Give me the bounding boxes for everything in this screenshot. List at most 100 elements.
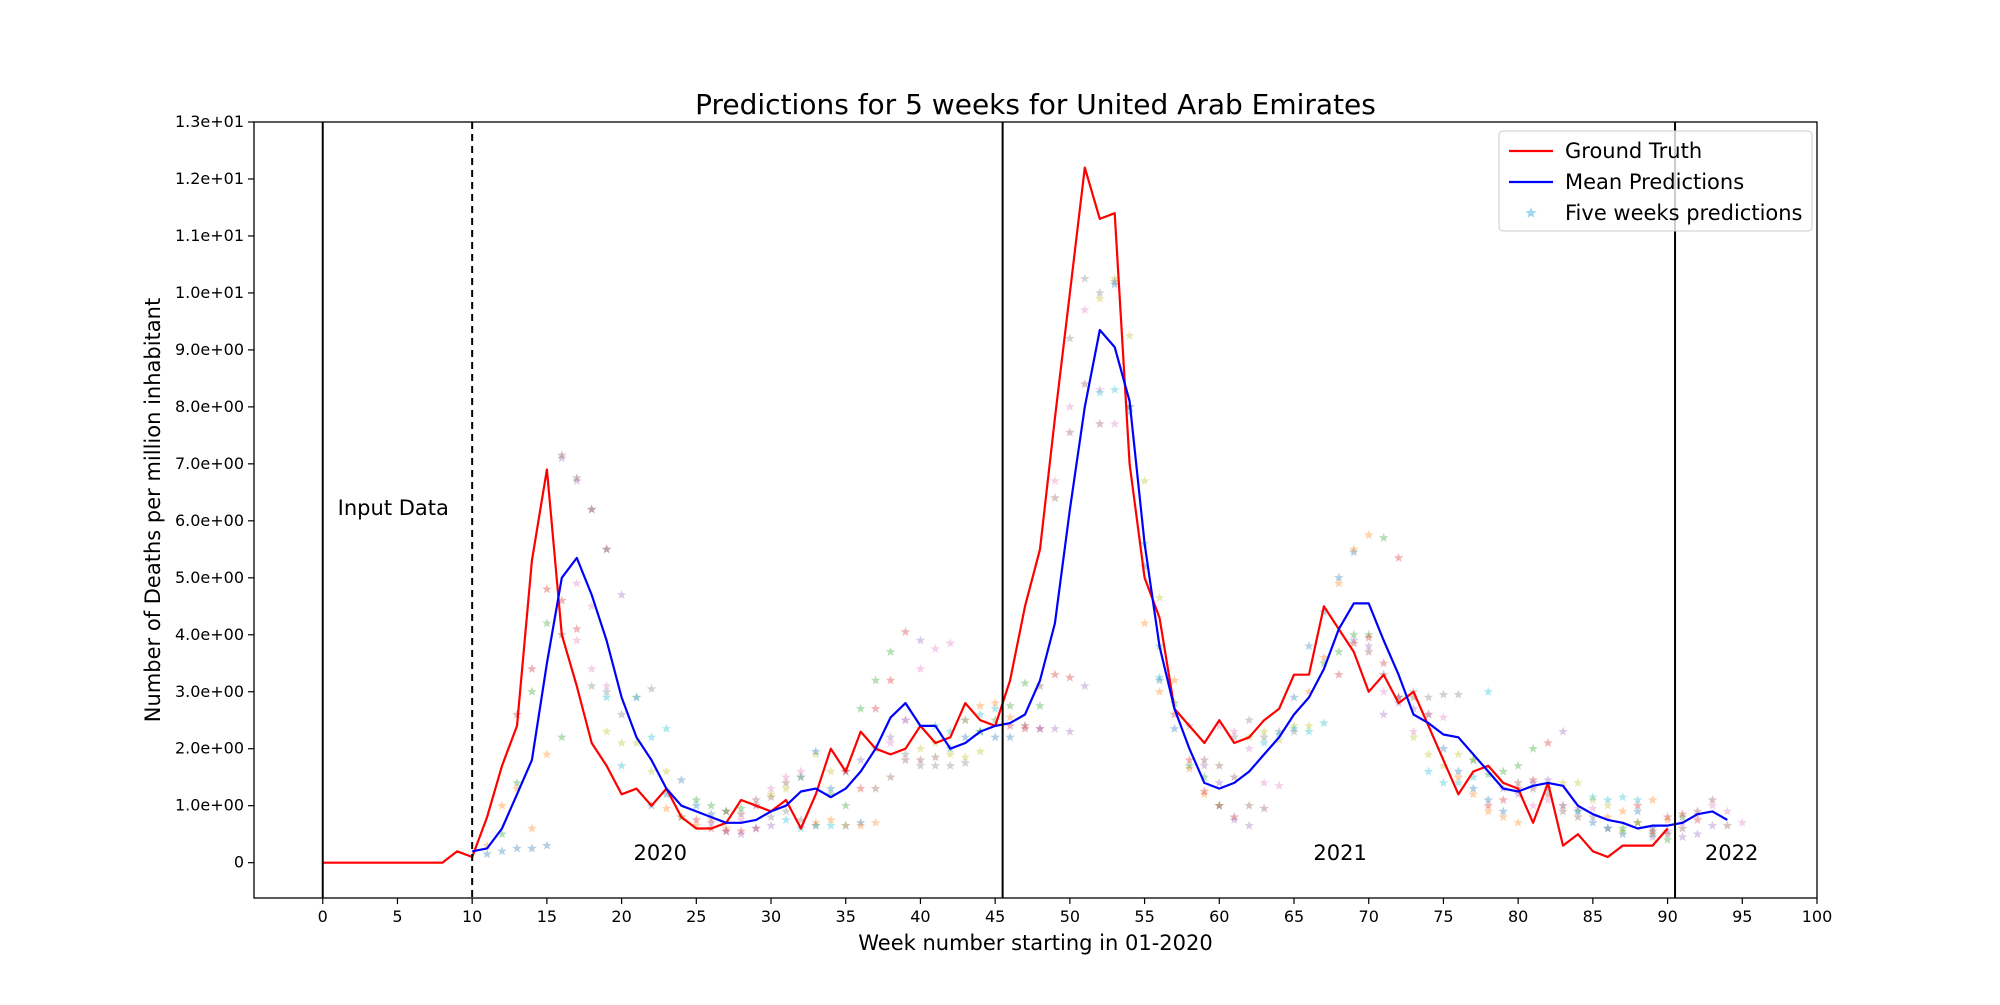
prediction-point [1543, 775, 1553, 785]
x-axis-label: Week number starting in 01-2020 [858, 931, 1212, 955]
prediction-point [1319, 652, 1329, 662]
prediction-point [557, 595, 567, 605]
prediction-point [1483, 795, 1493, 804]
prediction-point [1707, 800, 1718, 810]
prediction-point [661, 803, 672, 813]
prediction-point [1692, 829, 1703, 839]
prediction-point [527, 686, 537, 696]
prediction-point [1468, 783, 1479, 793]
prediction-point [1662, 829, 1673, 839]
prediction-point [512, 709, 522, 719]
prediction-point [1364, 629, 1374, 639]
prediction-point [1289, 723, 1299, 733]
prediction-point [870, 703, 881, 713]
prediction-point [1214, 720, 1224, 730]
prediction-point [1647, 826, 1658, 836]
prediction-point [1543, 783, 1553, 793]
prediction-point [1050, 475, 1060, 485]
prediction-point [1005, 712, 1015, 722]
prediction-point [1109, 384, 1120, 394]
prediction-point [1199, 772, 1210, 782]
prediction-point [1408, 732, 1419, 742]
prediction-point [1005, 701, 1015, 710]
prediction-point [586, 504, 597, 514]
prediction-point [1453, 689, 1464, 699]
prediction-point [1169, 675, 1180, 685]
prediction-point [1632, 795, 1643, 804]
prediction-point [1393, 552, 1404, 562]
prediction-point [1364, 530, 1374, 540]
prediction-point [1632, 817, 1643, 827]
prediction-point [1543, 795, 1553, 804]
prediction-point [512, 783, 522, 793]
chart-title: Predictions for 5 weeks for United Arab … [695, 88, 1376, 121]
prediction-point [1647, 795, 1658, 804]
annotations-layer: Input Data 2020 2021 2022 [338, 496, 1759, 865]
prediction-point [826, 814, 836, 824]
prediction-point [990, 732, 1000, 742]
x-tick-label: 30 [761, 907, 781, 926]
prediction-point [1035, 723, 1045, 733]
prediction-point [601, 686, 612, 696]
legend: Ground Truth Mean Predictions Five weeks p… [1498, 130, 1813, 232]
prediction-point [900, 715, 911, 725]
prediction-point [1558, 800, 1568, 810]
prediction-point [1259, 738, 1269, 748]
prediction-point [1095, 387, 1105, 397]
prediction-point [1109, 276, 1120, 286]
prediction-point [1438, 760, 1449, 770]
x-tick-label: 85 [1583, 907, 1603, 926]
prediction-point [1274, 729, 1284, 739]
prediction-point [497, 846, 507, 856]
y-axis: 0 1.0e+00 2.0e+00 3.0e+00 4.0e+00 5.0e+00 6.0e… [175, 112, 254, 872]
prediction-point [751, 823, 761, 833]
prediction-point [841, 800, 851, 810]
x-tick-label: 35 [836, 907, 856, 926]
prediction-point [1662, 814, 1673, 824]
prediction-point [586, 601, 597, 611]
prediction-point [945, 638, 956, 648]
prediction-point [900, 626, 911, 636]
x-tick-label: 5 [392, 907, 402, 926]
prediction-point [1229, 814, 1239, 824]
prediction-point [661, 766, 672, 776]
prediction-point [1692, 814, 1703, 824]
prediction-point [915, 760, 926, 770]
prediction-point [1259, 803, 1269, 813]
prediction-point [990, 703, 1000, 713]
x-tick-label: 25 [686, 907, 706, 926]
prediction-point [826, 766, 836, 776]
prediction-point [497, 829, 507, 839]
prediction-point [542, 840, 552, 850]
prediction-point [1334, 578, 1344, 588]
prediction-point [781, 777, 791, 787]
prediction-point [542, 584, 552, 594]
prediction-point [841, 820, 851, 830]
prediction-point [1468, 789, 1479, 799]
prediction-point [706, 809, 716, 819]
prediction-point [1050, 493, 1060, 503]
prediction-point [1080, 681, 1090, 691]
prediction-point [1677, 832, 1688, 842]
prediction-point [1408, 726, 1419, 736]
prediction-point [1573, 803, 1583, 813]
prediction-point [1020, 720, 1030, 730]
prediction-point [1632, 806, 1643, 816]
prediction-point [601, 681, 612, 691]
prediction-point [1124, 330, 1135, 340]
prediction-point [572, 635, 582, 645]
prediction-point [601, 692, 612, 702]
x-tick-label: 80 [1508, 907, 1528, 926]
prediction-point [1154, 686, 1165, 696]
prediction-point [721, 826, 731, 836]
prediction-point [572, 578, 582, 588]
prediction-point [1722, 820, 1733, 830]
prediction-point [1588, 817, 1598, 827]
prediction-point [915, 664, 926, 673]
prediction-point [736, 826, 746, 836]
prediction-point [811, 746, 821, 756]
prediction-point [1543, 738, 1553, 748]
lines-layer [322, 166, 1728, 864]
prediction-point [1095, 419, 1105, 428]
